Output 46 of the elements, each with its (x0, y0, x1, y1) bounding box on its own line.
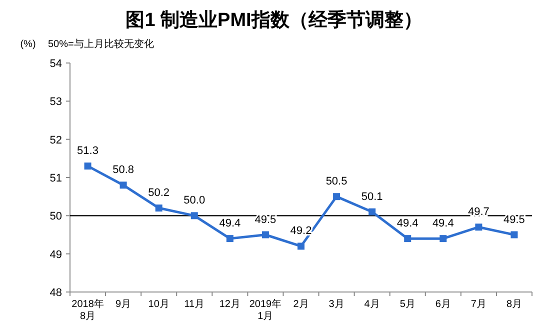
point (226, 235, 234, 242)
data-label: 50.1 (361, 190, 383, 203)
data-label: 51.3 (77, 145, 98, 158)
y-axis-title: (%) (20, 39, 36, 50)
data-label: 49.4 (396, 218, 418, 230)
x-tick-label: 4月 (364, 299, 380, 310)
y-tick-label: 52 (50, 134, 62, 146)
point (404, 235, 412, 242)
x-tick-label: 3月 (328, 299, 344, 310)
y-tick-label: 51 (50, 172, 62, 184)
x-tick-label: 12月 (219, 299, 240, 310)
data-label: 49.4 (219, 218, 241, 230)
y-tick-label: 50 (50, 210, 62, 223)
text: 50%=与上月比较无变化 (48, 38, 154, 50)
point (262, 231, 269, 238)
x-tick-label: 10月 (148, 299, 170, 310)
point (510, 231, 518, 238)
x-tick-label: 8月 (506, 299, 522, 310)
x-tick-label: 2018年 8月 (72, 298, 104, 322)
point (120, 182, 127, 189)
data-label: 49.2 (290, 225, 312, 238)
point (155, 204, 162, 212)
x-tick-label: 5月 (400, 299, 416, 310)
point (333, 193, 340, 200)
y-tick-label: 48 (50, 287, 62, 299)
data-label: 50.2 (148, 187, 170, 200)
x-tick-label: 6月 (435, 299, 451, 310)
x-tick-label: 2月 (293, 299, 309, 310)
point (84, 162, 92, 170)
point (440, 235, 447, 242)
data-label: 50.8 (112, 164, 134, 176)
y-tick-label: 49 (50, 248, 62, 261)
x-tick-label: 2019年 1月 (249, 298, 282, 322)
y-tick-label: 53 (50, 96, 62, 108)
data-label: 49.4 (432, 218, 454, 230)
data-label: 50.0 (184, 194, 206, 207)
point (190, 212, 198, 220)
y-tick-label: 54 (50, 58, 62, 70)
x-tick-label: 11月 (184, 299, 205, 310)
point (298, 242, 304, 250)
x-tick-label: 7月 (470, 299, 486, 310)
point (475, 224, 482, 231)
data-label: 50.5 (326, 176, 348, 188)
chart-title: 图1 制造业PMI指数（经季节调整） (126, 9, 422, 31)
point (368, 208, 376, 216)
x-tick-label: 9月 (116, 299, 132, 310)
